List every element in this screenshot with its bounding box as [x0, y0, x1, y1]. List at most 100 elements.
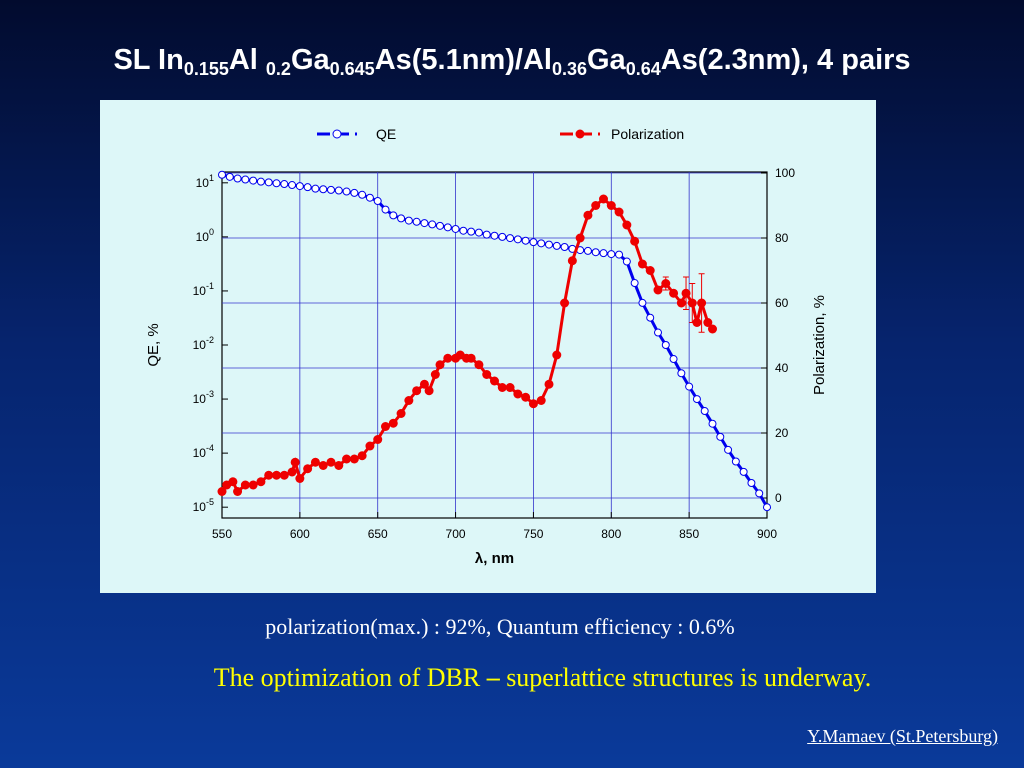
- slide-title: SL In0.155Al 0.2Ga0.645As(5.1nm)/Al0.36G…: [0, 44, 1024, 79]
- qe-data-point: [451, 224, 460, 233]
- summary-text: polarization(max.) : 92%, Quantum effici…: [265, 614, 735, 639]
- polarization-data-point: [521, 392, 531, 402]
- qe-data-point: [615, 250, 624, 259]
- polarization-data-point: [248, 480, 258, 490]
- qe-data-point: [677, 369, 686, 378]
- polarization-data-point: [505, 383, 515, 392]
- polarization-data-point: [622, 220, 632, 230]
- title-text: Ga: [587, 44, 626, 76]
- legend-polarization-label: Polarization: [611, 126, 684, 142]
- x-tick-label: 700: [446, 527, 466, 541]
- title-subscript: 0.64: [625, 59, 661, 79]
- x-tick-label: 850: [679, 527, 699, 541]
- left-y-tick-label: 10-3: [193, 389, 214, 406]
- right-y-tick-label: 40: [775, 361, 789, 375]
- qe-data-point: [389, 211, 398, 220]
- qe-data-point: [700, 407, 709, 416]
- polarization-data-point: [703, 318, 713, 327]
- qe-data-point: [319, 185, 328, 194]
- x-tick-label: 600: [290, 527, 310, 541]
- qe-data-point: [661, 341, 670, 349]
- qe-data-point: [537, 239, 546, 248]
- status-end: .: [864, 663, 872, 692]
- qe-data-point: [412, 217, 421, 226]
- polarization-data-point: [310, 457, 320, 467]
- qe-data-point: [708, 419, 717, 428]
- polarization-data-point: [443, 353, 453, 363]
- qe-data-point: [295, 182, 304, 191]
- polarization-data-point: [419, 379, 429, 389]
- qe-data-point: [560, 242, 569, 251]
- left-y-tick-label: 10-2: [193, 335, 214, 352]
- polarization-data-point: [388, 418, 398, 428]
- right-y-tick-label: 0: [775, 491, 782, 505]
- qe-data-point: [256, 177, 265, 186]
- x-tick-label: 550: [212, 527, 232, 541]
- qe-data-point: [482, 230, 491, 239]
- right-y-tick-label: 80: [775, 231, 789, 245]
- qe-data-point: [646, 313, 655, 322]
- qe-data-point: [233, 174, 242, 183]
- polarization-data-point: [544, 379, 554, 389]
- polarization-data-point: [645, 266, 655, 275]
- chart-panel: 550 600 650 700 750 800 850 900 0 20 40 60 80 100 101 1…: [100, 100, 876, 593]
- qe-data-point: [498, 232, 507, 241]
- qe-data-point: [350, 188, 359, 197]
- polarization-data-point: [687, 298, 697, 308]
- polarization-data-point: [279, 470, 289, 480]
- polarization-data-point: [669, 288, 679, 298]
- polarization-data-point: [637, 259, 647, 269]
- polarization-data-point: [318, 461, 328, 470]
- qe-data-point: [763, 503, 771, 512]
- qe-data-point: [552, 241, 561, 250]
- polarization-data-point: [591, 201, 601, 210]
- title-text: As(5.1nm)/Al: [374, 44, 552, 76]
- qe-data-point: [303, 183, 312, 192]
- title-text: Al: [228, 44, 266, 76]
- polarization-data-point: [497, 383, 507, 392]
- polarization-series-line: [220, 197, 714, 494]
- polarization-data-point: [599, 194, 608, 204]
- polarization-data-point: [490, 376, 499, 386]
- polarization-data-point: [396, 409, 406, 418]
- left-y-tick-label: 101: [196, 173, 214, 190]
- polarization-data-point: [373, 435, 383, 444]
- polarization-data-point: [583, 210, 593, 220]
- qe-data-point: [692, 395, 701, 404]
- title-subscript: 0.155: [183, 59, 229, 79]
- qe-data-point: [506, 234, 515, 243]
- polarization-data-point: [295, 474, 305, 483]
- polarization-data-point: [435, 360, 445, 370]
- status-dash: –: [486, 663, 500, 692]
- polarization-data-point: [228, 477, 238, 487]
- qe-data-point: [513, 235, 522, 244]
- qe-data-point: [545, 240, 553, 249]
- qe-data-point: [272, 179, 281, 188]
- qe-data-point: [755, 489, 764, 498]
- qe-data-point: [241, 175, 250, 184]
- title-text: As(2.3nm), 4 pairs: [660, 44, 911, 76]
- qe-data-point: [724, 445, 733, 454]
- qe-data-point: [630, 279, 639, 288]
- polarization-data-point: [466, 353, 476, 363]
- polarization-data-point: [217, 487, 227, 496]
- polarization-data-point: [424, 386, 434, 396]
- qe-data-point: [288, 181, 297, 190]
- polarization-data-point: [536, 396, 546, 405]
- qe-data-point: [654, 328, 662, 337]
- qe-data-point: [599, 249, 608, 258]
- status-part-1: The optimization of DBR: [213, 663, 487, 692]
- qe-data-point: [404, 216, 413, 225]
- polarization-data-point: [326, 457, 336, 467]
- qe-series-line: [221, 173, 769, 508]
- polarization-data-point: [567, 256, 577, 266]
- author-link[interactable]: Y.Mamaev (St.Petersburg): [807, 726, 998, 746]
- qe-data-point: [739, 467, 748, 476]
- qe-data-point: [225, 172, 234, 181]
- qe-data-point: [334, 186, 343, 195]
- legend-qe-label: QE: [376, 126, 396, 142]
- polarization-data-point: [365, 441, 375, 451]
- polarization-data-point: [661, 279, 671, 288]
- polarization-data-point: [575, 233, 585, 243]
- polarization-data-point: [606, 201, 616, 210]
